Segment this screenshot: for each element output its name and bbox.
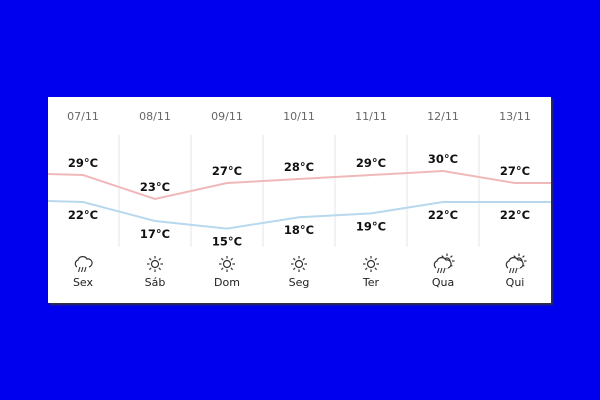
date-label: 10/11 xyxy=(283,110,315,123)
max-temp-label: 29°C xyxy=(356,156,386,170)
date-label: 11/11 xyxy=(355,110,387,123)
date-label: 08/11 xyxy=(139,110,171,123)
day-label: Qua xyxy=(432,276,454,289)
min-temp-label: 18°C xyxy=(284,223,314,237)
min-temp-label: 17°C xyxy=(140,227,170,241)
max-temp-label: 30°C xyxy=(428,152,458,166)
min-temp-label: 22°C xyxy=(428,208,458,222)
date-label: 07/11 xyxy=(67,110,99,123)
max-temp-label: 27°C xyxy=(212,164,242,178)
day-label: Sáb xyxy=(145,276,166,289)
day-label: Dom xyxy=(214,276,240,289)
day-label: Sex xyxy=(73,276,94,289)
max-temp-label: 28°C xyxy=(284,160,314,174)
day-label: Qui xyxy=(506,276,525,289)
weather-forecast-card: 29°C 23°C 27°C 28°C 29°C 30°C 27°C 22°C 17°C 15°C… xyxy=(48,97,551,303)
max-temp-line xyxy=(48,169,551,201)
min-temp-line xyxy=(48,200,551,230)
sun-cloud-rain-icon xyxy=(505,253,527,274)
max-temp-label: 27°C xyxy=(500,164,530,178)
date-label: 09/11 xyxy=(211,110,243,123)
sun-icon xyxy=(219,256,235,272)
max-temp-label: 23°C xyxy=(140,180,170,194)
max-temp-label: 29°C xyxy=(68,156,98,170)
min-temp-label: 19°C xyxy=(356,219,386,233)
min-temp-label: 22°C xyxy=(68,208,98,222)
min-temp-label: 15°C xyxy=(212,235,242,249)
sun-icon xyxy=(147,256,163,272)
date-label: 12/11 xyxy=(427,110,459,123)
sun-icon xyxy=(291,256,307,272)
sun-icon xyxy=(363,256,379,272)
day-label: Ter xyxy=(362,276,380,289)
day-label: Seg xyxy=(289,276,310,289)
date-label: 13/11 xyxy=(499,110,531,123)
rain-cloud-icon xyxy=(74,256,93,273)
sun-cloud-rain-icon xyxy=(433,253,455,274)
temperature-chart: 29°C 23°C 27°C 28°C 29°C 30°C 27°C 22°C 17°C 15°C… xyxy=(48,110,551,289)
min-temp-label: 22°C xyxy=(500,208,530,222)
